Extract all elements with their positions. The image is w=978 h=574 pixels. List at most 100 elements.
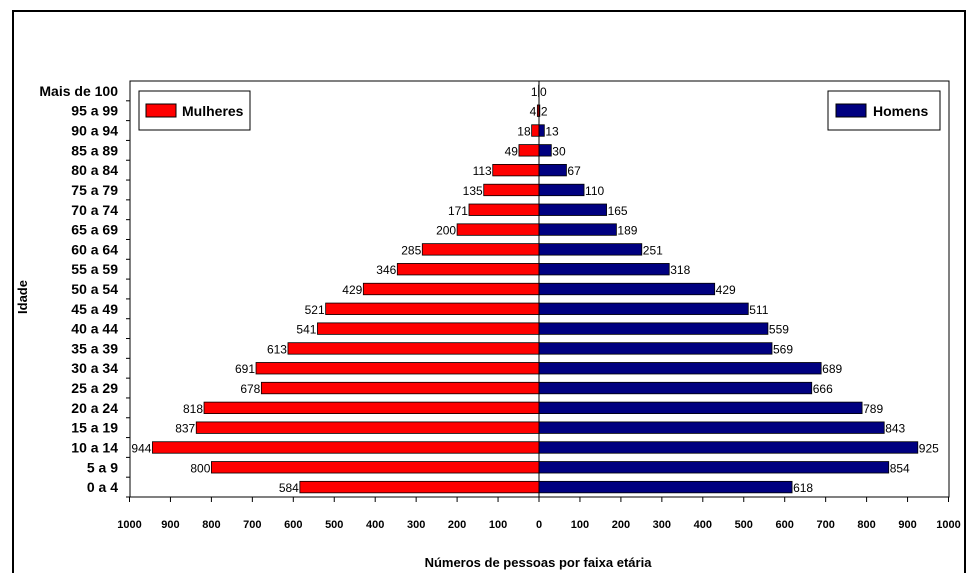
data-label-homens: 189 [617, 224, 637, 238]
x-tick-label: 300 [407, 519, 425, 531]
x-tick-label: 800 [202, 519, 220, 531]
bar-mulheres [483, 183, 540, 197]
bar-mulheres [518, 144, 540, 157]
x-tick-label: 700 [816, 519, 834, 531]
bars: 584 618 800 854 944 925 837 843 818 789 678 666 691 6… [131, 84, 939, 495]
data-label-homens: 318 [670, 263, 690, 277]
data-label-homens: 618 [793, 481, 813, 495]
y-tick-label: 85 a 89 [71, 142, 118, 158]
x-tick-label: 1000 [936, 519, 960, 531]
data-label-homens: 251 [643, 243, 663, 257]
data-label-mulheres: 4 [530, 105, 537, 119]
data-label-homens: 666 [813, 382, 833, 396]
y-tick-label: 30 a 34 [71, 360, 118, 376]
data-label-mulheres: 678 [240, 382, 260, 396]
bar-homens [538, 362, 822, 375]
bar-homens [538, 243, 643, 256]
data-label-homens: 854 [890, 461, 910, 475]
x-tick-label: 500 [735, 519, 753, 531]
data-label-mulheres: 944 [131, 441, 151, 455]
bar-mulheres [325, 302, 540, 315]
data-label-mulheres: 49 [505, 144, 519, 158]
legend-swatch-mulheres [145, 103, 177, 118]
data-label-homens: 30 [552, 144, 566, 158]
bar-homens [538, 144, 552, 157]
bar-homens [538, 163, 567, 177]
bar-homens [538, 263, 670, 276]
bar-homens [538, 282, 716, 296]
x-tick-label: 600 [284, 519, 302, 531]
bar-homens [538, 421, 885, 434]
y-tick-label: 5 a 9 [87, 459, 118, 475]
bar-mulheres [362, 282, 540, 296]
legend-homens: Homens [827, 90, 941, 131]
bar-mulheres [456, 223, 540, 236]
y-tick-label: 10 a 14 [71, 439, 118, 455]
legend-label-mulheres: Mulheres [182, 103, 244, 119]
y-axis-title: Idade [15, 280, 30, 314]
bar-mulheres [299, 480, 540, 494]
y-tick-label: 0 a 4 [87, 479, 118, 495]
data-label-mulheres: 818 [183, 402, 203, 416]
x-tick-label: 700 [243, 519, 261, 531]
bar-mulheres [492, 163, 540, 177]
x-tick-label: 600 [776, 519, 794, 531]
y-tick-labels: 0 a 4 5 a 9 10 a 14 15 a 19 20 a 24 25 a 29 30… [39, 83, 130, 498]
bar-mulheres [396, 263, 540, 276]
bar-homens [538, 223, 617, 236]
y-tick-label: 20 a 24 [71, 400, 118, 416]
y-tick-label: 70 a 74 [71, 202, 118, 218]
y-tick-label: 55 a 59 [71, 261, 118, 277]
data-label-mulheres: 200 [436, 224, 456, 238]
data-label-mulheres: 691 [235, 362, 255, 376]
bar-mulheres [287, 342, 540, 355]
data-label-mulheres: 135 [463, 184, 483, 198]
y-tick-label: 35 a 39 [71, 340, 118, 356]
data-label-mulheres: 113 [473, 164, 492, 178]
y-tick-label: 75 a 79 [71, 182, 118, 198]
bar-mulheres [203, 401, 540, 415]
x-tick-label: 0 [536, 519, 542, 531]
data-label-homens: 569 [773, 342, 793, 356]
data-label-mulheres: 429 [342, 283, 362, 297]
chart-frame [12, 10, 966, 573]
data-label-mulheres: 285 [401, 243, 421, 257]
bar-homens [538, 104, 541, 117]
bar-mulheres [195, 421, 540, 434]
data-label-homens: 559 [769, 323, 789, 337]
data-label-mulheres: 837 [175, 422, 195, 436]
x-axis: 1000 900 800 700 600 500 400 300 200 100 0 100 200 30… [117, 497, 961, 531]
bar-homens [538, 401, 863, 415]
x-axis-title: Números de pessoas por faixa etária [425, 555, 653, 570]
x-tick-label: 800 [857, 519, 875, 531]
data-label-mulheres: 541 [296, 323, 316, 337]
bar-homens [538, 124, 545, 137]
bar-mulheres [531, 124, 540, 137]
bar-homens [538, 342, 773, 355]
legend-label-homens: Homens [873, 103, 928, 119]
bar-homens [538, 480, 793, 494]
bar-mulheres [255, 362, 540, 375]
data-label-homens: 2 [541, 105, 548, 119]
data-label-mulheres: 521 [305, 303, 325, 317]
data-label-mulheres: 584 [279, 481, 299, 495]
data-label-homens: 13 [545, 125, 559, 139]
y-tick-label: 50 a 54 [71, 281, 118, 297]
x-tick-label: 400 [366, 519, 384, 531]
x-tick-label: 500 [325, 519, 343, 531]
data-label-homens: 0 [540, 85, 547, 99]
y-tick-label: 80 a 84 [71, 162, 118, 178]
y-tick-label: 40 a 44 [71, 321, 118, 337]
data-label-mulheres: 171 [448, 204, 468, 218]
bar-mulheres [421, 243, 540, 256]
bar-homens [538, 322, 769, 335]
data-label-mulheres: 18 [517, 125, 531, 139]
data-label-homens: 110 [585, 184, 604, 198]
data-label-homens: 789 [863, 402, 883, 416]
x-tick-label: 900 [898, 519, 916, 531]
bar-mulheres [210, 461, 540, 474]
y-tick-label: Mais de 100 [39, 83, 118, 99]
data-label-homens: 429 [716, 283, 736, 297]
bar-homens [538, 183, 585, 197]
